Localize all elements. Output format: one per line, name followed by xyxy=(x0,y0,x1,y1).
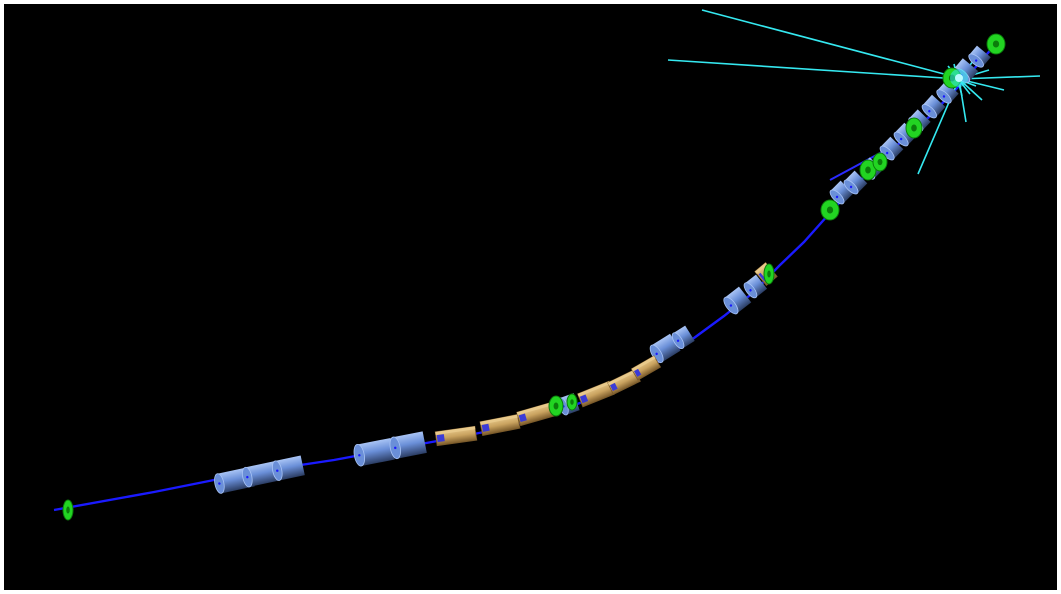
quadrupole-magnet-icon xyxy=(743,274,768,299)
beamline-3d-scene[interactable] xyxy=(4,4,1057,590)
quadrupole-magnet-icon xyxy=(893,122,918,147)
quadrupole-magnet-icon xyxy=(829,180,854,205)
collimator-icon xyxy=(548,395,564,417)
collimator-icon xyxy=(872,152,888,172)
event-display-viewport[interactable] xyxy=(4,4,1057,590)
collimator-icon xyxy=(820,199,840,221)
quadrupole-magnet-icon xyxy=(843,170,868,195)
dipole-magnet-icon xyxy=(607,369,641,395)
collimator-group xyxy=(62,33,1006,521)
quadrupole-magnet-icon xyxy=(671,325,695,350)
quadrupole-magnet-icon xyxy=(921,94,946,119)
collimator-icon xyxy=(986,33,1006,55)
dipole-magnet-icon xyxy=(479,414,521,436)
collimator-icon xyxy=(905,117,923,139)
quadrupole-magnet-icon xyxy=(389,431,427,460)
quadrupole-magnet-icon xyxy=(272,455,305,481)
collimator-icon xyxy=(763,263,775,285)
dipole-magnet-icon xyxy=(516,401,556,427)
quadrupole-magnet-icon xyxy=(968,45,991,68)
collimator-icon xyxy=(62,499,74,521)
beam-line xyxy=(53,45,995,512)
dipole-magnet-icon xyxy=(630,355,662,381)
quadrupole-magnet-icon xyxy=(936,81,959,104)
quadrupole-group xyxy=(214,45,991,494)
quadrupole-magnet-icon xyxy=(879,136,904,161)
stray-track xyxy=(829,151,883,181)
dipole-group xyxy=(434,262,778,447)
quadrupole-magnet-icon xyxy=(353,437,395,467)
quadrupole-magnet-icon xyxy=(723,286,752,315)
dipole-magnet-icon xyxy=(434,425,478,447)
quadrupole-magnet-icon xyxy=(242,461,279,488)
particle-spray xyxy=(667,9,1041,175)
collimator-icon xyxy=(566,393,578,411)
interaction-point xyxy=(950,69,968,87)
